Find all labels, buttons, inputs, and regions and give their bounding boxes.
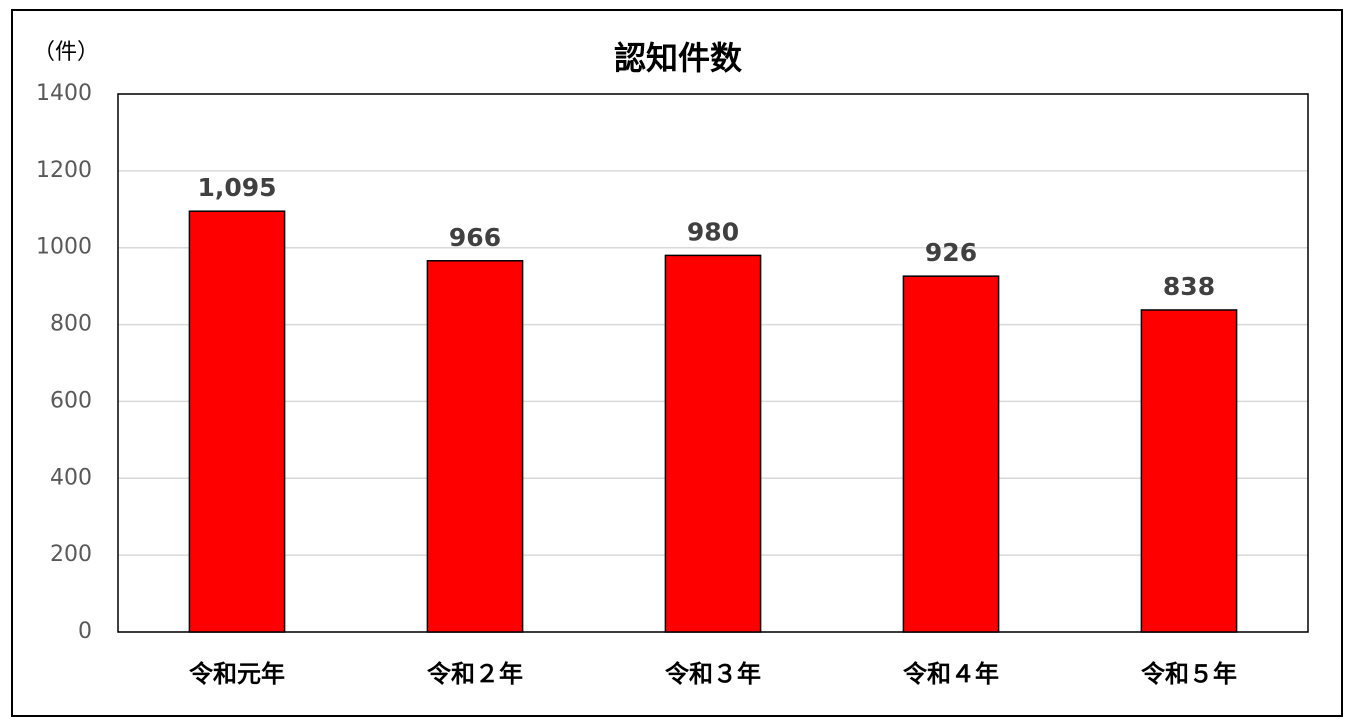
y-tick-label: 400 <box>50 465 92 490</box>
chart-title: 認知件数 <box>614 39 743 77</box>
data-label: 980 <box>687 217 739 246</box>
y-tick-label: 200 <box>50 542 92 567</box>
y-tick-label: 0 <box>78 619 92 644</box>
y-tick-label: 1400 <box>36 81 92 106</box>
x-tick-label: 令和４年 <box>903 660 999 688</box>
data-label: 926 <box>925 238 977 267</box>
bar <box>188 210 286 633</box>
y-tick-label: 1200 <box>36 158 92 183</box>
y-tick-label: 800 <box>50 312 92 337</box>
bar <box>902 275 1000 633</box>
y-unit-label: （件） <box>33 40 99 65</box>
data-label: 838 <box>1163 272 1215 301</box>
x-tick-label: 令和５年 <box>1141 660 1237 688</box>
y-tick-label: 1000 <box>36 235 92 260</box>
bar <box>664 254 762 633</box>
data-label: 1,095 <box>197 173 276 202</box>
x-tick-label: 令和元年 <box>189 660 285 688</box>
bar <box>1140 309 1238 633</box>
y-tick-label: 600 <box>50 388 92 413</box>
bar <box>426 260 524 633</box>
x-tick-label: 令和２年 <box>427 660 523 688</box>
data-label: 966 <box>449 223 501 252</box>
x-tick-label: 令和３年 <box>665 660 761 688</box>
